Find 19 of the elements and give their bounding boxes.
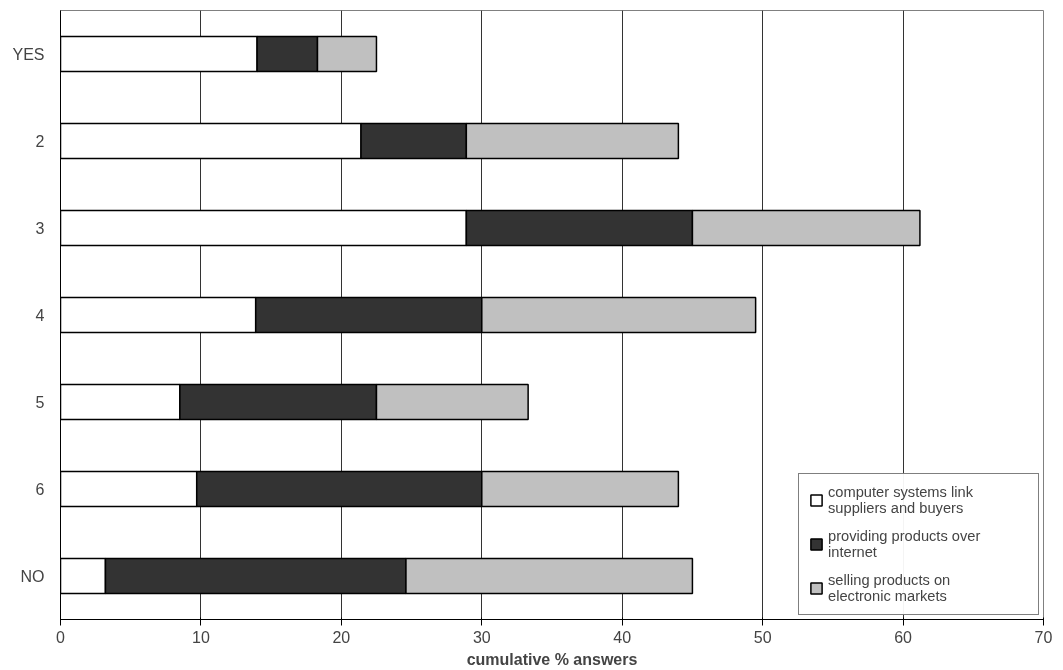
x-tick-label: 70 <box>1034 628 1053 646</box>
y-tick-label: 2 <box>35 132 45 150</box>
legend-label: computer systems link suppliers and buyers <box>828 484 974 516</box>
x-tick-label: 20 <box>332 628 351 646</box>
y-tick-label: 3 <box>35 219 45 237</box>
x-tick-label: 50 <box>753 628 772 646</box>
legend-label: providing products over internet <box>828 528 982 560</box>
x-tick-label: 30 <box>472 628 491 646</box>
y-tick-label: 5 <box>35 393 45 411</box>
x-tick-label: 0 <box>56 628 66 646</box>
x-tick-label: 10 <box>192 628 210 646</box>
legend-label: selling products on electronic markets <box>828 572 952 604</box>
y-tick-label: NO <box>20 567 45 585</box>
x-axis-title: cumulative % answers <box>466 650 638 668</box>
y-tick-label: 4 <box>35 306 45 324</box>
x-tick-label: 60 <box>894 628 913 646</box>
y-tick-label: 6 <box>35 480 45 498</box>
x-tick-label: 40 <box>613 628 632 646</box>
y-tick-label: YES <box>12 45 45 63</box>
